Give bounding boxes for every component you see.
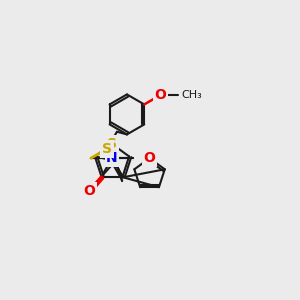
Text: N: N <box>106 151 118 165</box>
Text: O: O <box>83 184 95 198</box>
Text: S: S <box>107 137 117 151</box>
Text: O: O <box>144 151 155 165</box>
Text: N: N <box>106 151 118 165</box>
Text: O: O <box>154 88 166 102</box>
Text: S: S <box>102 142 112 156</box>
Text: CH₃: CH₃ <box>181 90 202 100</box>
